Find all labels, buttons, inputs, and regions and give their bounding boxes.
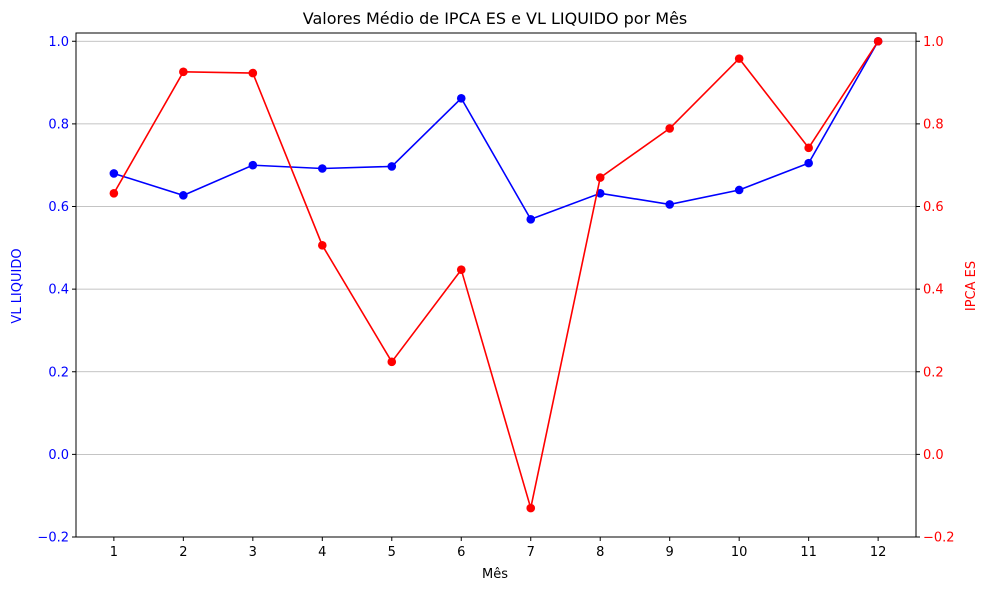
series-layer xyxy=(109,36,883,513)
y-left-tick-label: 1.0 xyxy=(48,35,69,50)
x-tick-label: 1 xyxy=(110,545,118,560)
data-point-right xyxy=(387,357,397,367)
x-tick-label: 7 xyxy=(527,545,535,560)
data-point-left xyxy=(734,185,744,195)
data-point-right xyxy=(665,124,674,133)
x-tick-label: 9 xyxy=(666,545,674,560)
x-tick-label: 12 xyxy=(870,545,887,560)
y-right-tick-label: 0.2 xyxy=(923,365,944,380)
x-tick-label: 5 xyxy=(388,545,396,560)
y-left-tick-label: 0.0 xyxy=(48,448,69,463)
y-right-tick-label: 0.4 xyxy=(923,283,944,298)
x-axis: 1 2 3 4 5 6 7 8 9 10 11 12 xyxy=(110,537,887,560)
x-tick-label: 4 xyxy=(318,545,326,560)
data-point-left xyxy=(526,215,536,224)
x-axis-label: Mês xyxy=(482,567,508,582)
data-point-left xyxy=(248,160,258,170)
y-right-tick-label: 1.0 xyxy=(923,35,944,50)
data-point-left xyxy=(109,169,119,178)
data-point-right xyxy=(109,188,119,198)
x-tick-label: 11 xyxy=(800,545,817,560)
x-tick-label: 10 xyxy=(731,545,748,560)
y-axis-left-label: VL LIQUIDO xyxy=(10,248,25,323)
chart-title: Valores Médio de IPCA ES e VL LIQUIDO po… xyxy=(303,9,688,28)
y-left-tick-label: 0.2 xyxy=(48,365,69,380)
data-point-right xyxy=(804,143,813,153)
y-right-tick-label: 0.8 xyxy=(923,117,944,132)
series-line-right xyxy=(113,40,879,509)
x-tick-label: 2 xyxy=(179,545,187,560)
plot-frame xyxy=(75,32,917,538)
y-axis-right: −0.2 0.0 0.2 0.4 0.6 0.8 1.0 xyxy=(916,35,955,546)
data-point-left xyxy=(179,191,188,200)
y-right-tick-label: 0.0 xyxy=(923,448,944,463)
data-point-left xyxy=(318,164,327,173)
data-point-right xyxy=(248,68,258,78)
data-point-right xyxy=(179,67,188,77)
y-left-tick-label: 0.4 xyxy=(48,283,69,298)
data-point-left xyxy=(804,158,813,168)
x-tick-label: 3 xyxy=(249,545,257,560)
y-right-tick-label: −0.2 xyxy=(923,531,955,546)
y-axis-left: −0.2 0.0 0.2 0.4 0.6 0.8 1.0 xyxy=(37,35,76,546)
grid-lines xyxy=(76,40,916,538)
data-point-right xyxy=(873,36,883,46)
data-point-left xyxy=(387,162,397,171)
data-point-right xyxy=(734,54,744,63)
y-left-tick-label: 0.6 xyxy=(48,200,69,215)
y-left-tick-label: −0.2 xyxy=(37,531,69,546)
data-point-right xyxy=(318,241,327,250)
y-axis-right-label: IPCA ES xyxy=(964,261,979,311)
data-point-right xyxy=(526,503,536,513)
data-point-right xyxy=(595,173,605,182)
data-point-right xyxy=(456,265,466,275)
data-point-left xyxy=(456,93,466,103)
y-left-tick-label: 0.8 xyxy=(48,117,69,132)
x-tick-label: 6 xyxy=(457,545,465,560)
data-point-left xyxy=(665,200,674,209)
x-tick-label: 8 xyxy=(596,545,604,560)
y-right-tick-label: 0.6 xyxy=(923,200,944,215)
series-line-left xyxy=(113,40,879,221)
